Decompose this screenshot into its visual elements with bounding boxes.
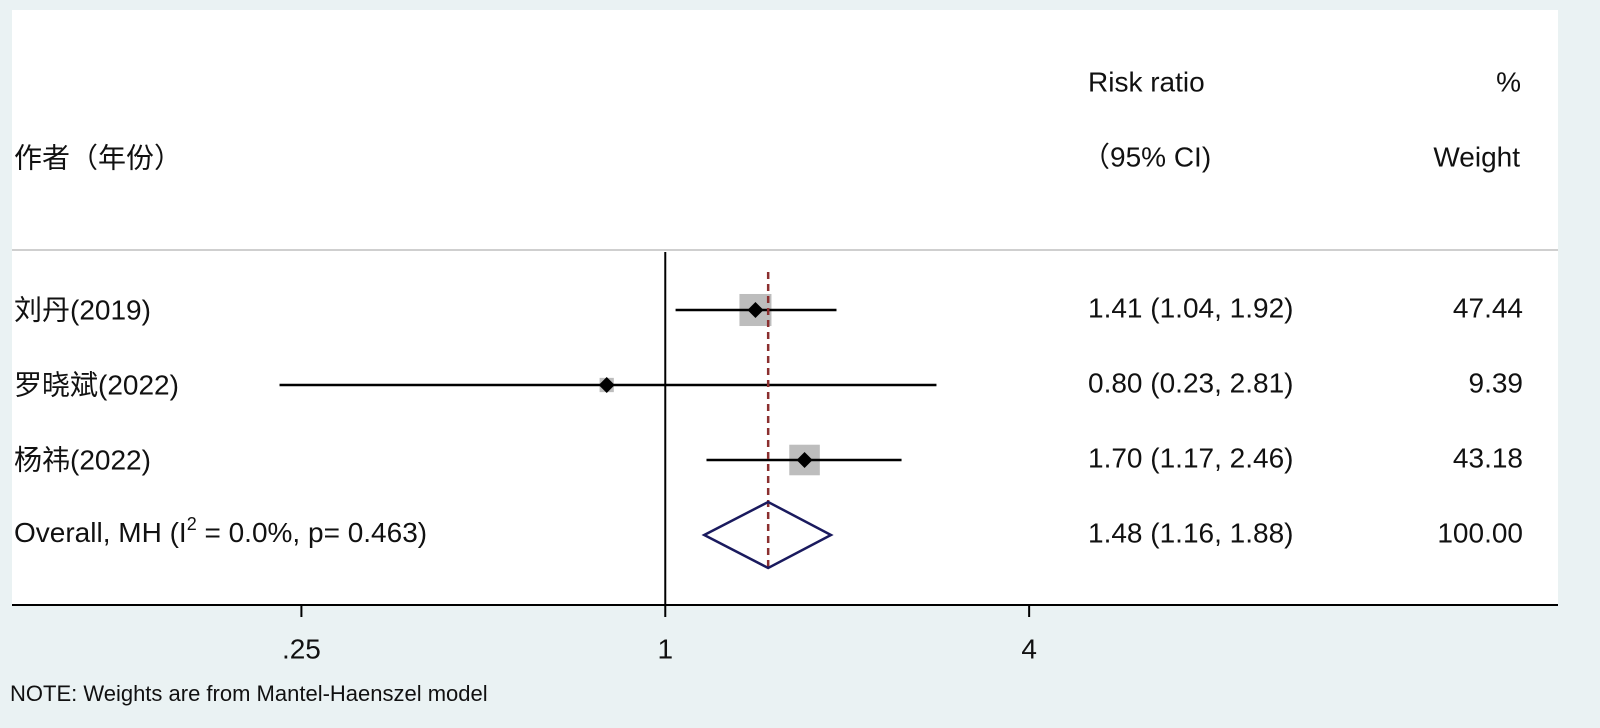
x-tick-label: 4 [1021, 633, 1037, 664]
effect-header: Risk ratio [1088, 66, 1205, 97]
x-tick-label: 1 [657, 633, 673, 664]
weight-label: 47.44 [1453, 292, 1523, 323]
study-name: 罗晓斌(2022) [14, 369, 179, 400]
weight-header: % [1496, 66, 1521, 97]
point-estimate [796, 452, 813, 468]
overall-diamond [701, 500, 834, 570]
overall-name: Overall, MH (I2 = 0.0%, p= 0.463) [14, 514, 427, 549]
point-estimate [598, 377, 615, 393]
effect-label: 1.70 (1.17, 2.46) [1088, 442, 1293, 473]
effect-label: 1.41 (1.04, 1.92) [1088, 292, 1293, 323]
study-header: 作者（年份） [14, 142, 182, 173]
study-name: 刘丹(2019) [14, 294, 151, 325]
effect-label: 0.80 (0.23, 2.81) [1088, 367, 1293, 398]
weight-header: Weight [1433, 141, 1520, 172]
overall-name-part: 2 [187, 514, 197, 534]
study-name: 杨祎(2022) [14, 444, 151, 475]
overall-name-part: = 0.0%, p= 0.463) [197, 517, 427, 548]
point-estimate [747, 302, 764, 318]
effect-header: （95% CI) [1082, 141, 1211, 172]
weight-label: 100.00 [1437, 517, 1523, 548]
weight-label: 9.39 [1469, 367, 1524, 398]
overall-name-part: Overall, MH (I [14, 517, 187, 548]
note: NOTE: Weights are from Mantel-Haenszel m… [10, 681, 488, 706]
effect-label: 1.48 (1.16, 1.88) [1088, 517, 1293, 548]
x-tick-label: .25 [282, 633, 321, 664]
weight-label: 43.18 [1453, 442, 1523, 473]
plot-region [12, 10, 1558, 606]
